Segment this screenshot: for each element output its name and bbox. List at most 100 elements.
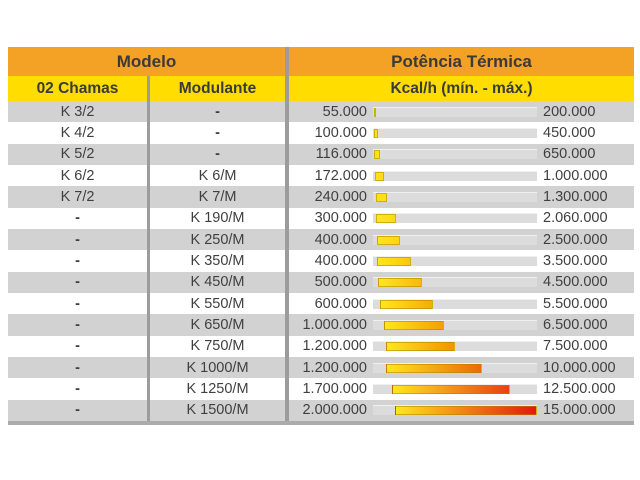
row-divider-2 [285,164,289,187]
row-divider-2 [285,228,289,251]
header-modelo: Modelo [116,51,177,71]
cell-02-chamas: - [75,402,80,419]
cell-modulante: K 6/M [198,167,237,184]
range-bar-track [373,255,537,266]
row-divider-1 [147,399,150,421]
max-value: 4.500.000 [543,274,608,291]
table-row: - K 1000/M 1.200.000 10.000.000 [8,356,634,379]
row-divider-1 [147,143,150,165]
row-divider-2 [285,378,289,400]
table-row: - K 650/M 1.000.000 6.500.000 [8,314,634,336]
cell-modulante: K 450/M [190,274,245,291]
cell-modulante: - [215,146,220,163]
subheader-divider-1 [147,76,150,101]
row-divider-2 [285,314,289,336]
cell-modulante: K 1000/M [186,359,249,376]
range-bar-track [373,127,537,138]
row-divider-1 [147,292,150,315]
table-row: - K 550/M 600.000 5.500.000 [8,292,634,315]
table-row: - K 250/M 400.000 2.500.000 [8,228,634,251]
range-bar-track [373,170,537,181]
row-divider-2 [285,143,289,165]
subheader-modulante: Modulante [178,79,257,97]
min-value: 600.000 [314,295,367,312]
table-body: K 3/2-55.000 200.000 K 4/2-100.000 450.000 K… [8,101,634,421]
row-divider-1 [147,356,150,379]
table-row: - K 750/M 1.200.000 7.500.000 [8,335,634,357]
max-value: 7.500.000 [543,338,608,355]
row-divider-2 [285,122,289,144]
range-bar-track [373,405,537,416]
subheader-02-chamas: 02 Chamas [36,79,119,97]
max-value: 5.500.000 [543,295,608,312]
row-divider-1 [147,101,150,123]
min-value: 1.000.000 [302,316,367,333]
min-value: 1.200.000 [302,359,367,376]
row-divider-2 [285,335,289,357]
row-divider-2 [285,186,289,208]
range-bar-track [373,191,537,202]
max-value: 650.000 [543,146,596,163]
cell-potencia: 172.000 1.000.000 [289,165,634,186]
table-row: - K 350/M 400.000 3.500.000 [8,250,634,272]
cell-02-chamas: - [75,338,80,355]
cell-02-chamas: K 5/2 [60,146,95,163]
row-divider-2 [285,292,289,315]
table-row: - K 190/M 300.000 2.060.000 [8,207,634,229]
row-divider-1 [147,207,150,229]
row-divider-2 [285,207,289,229]
min-value: 2.000.000 [302,402,367,419]
min-value: 116.000 [315,146,367,163]
table-row: K 6/2 K 6/M 172.000 1.000.000 [8,164,634,187]
max-value: 450.000 [543,124,596,141]
range-bar-fill [379,299,434,309]
table-row: - K 1500/M 2.000.000 15.000.000 [8,399,634,421]
range-bar-fill [376,214,396,224]
row-divider-1 [147,122,150,144]
min-value: 240.000 [314,188,367,205]
range-bar-fill [394,406,537,416]
cell-potencia: 100.000 450.000 [289,122,634,143]
cell-potencia: 400.000 3.500.000 [289,250,634,271]
cell-modulante: K 1250/M [186,380,249,397]
range-bar-track [373,341,537,352]
cell-potencia: 116.000 650.000 [289,144,634,165]
cell-02-chamas: K 3/2 [60,103,95,120]
row-divider-1 [147,164,150,187]
min-value: 1.200.000 [302,338,367,355]
header-divider [285,47,289,76]
min-value: 55.000 [322,103,367,120]
min-value: 500.000 [314,274,367,291]
range-bar-fill [375,192,388,202]
cell-modulante: K 190/M [190,210,245,227]
spec-table: Modelo Potência Térmica 02 Chamas Modula… [8,47,634,425]
cell-potencia: 1.200.000 7.500.000 [289,336,634,357]
min-value: 300.000 [314,210,367,227]
cell-02-chamas: K 6/2 [60,167,95,184]
cell-modulante: K 250/M [190,231,245,248]
max-value: 1.300.000 [543,188,608,205]
row-divider-1 [147,271,150,293]
table-row: K 3/2 - 55.000 200.000 [8,101,634,123]
cell-potencia: 1.000.000 6.500.000 [289,314,634,335]
cell-potencia: 400.000 2.500.000 [289,229,634,250]
cell-02-chamas: - [75,252,80,269]
cell-modulante: K 350/M [190,252,245,269]
cell-potencia: 500.000 4.500.000 [289,272,634,293]
row-divider-1 [147,335,150,357]
cell-modulante: K 650/M [190,316,245,333]
max-value: 15.000.000 [543,402,616,419]
max-value: 3.500.000 [543,252,608,269]
cell-02-chamas: - [75,210,80,227]
cell-02-chamas: - [75,231,80,248]
table-subheader-row: 02 Chamas Modulante Kcal/h (mín. - máx.) [8,76,634,101]
max-value: 12.500.000 [543,380,616,397]
table-row: K 4/2 - 100.000 450.000 [8,122,634,144]
range-bar-track [373,234,537,245]
range-bar-fill [377,256,412,266]
range-bar-fill [374,171,384,181]
range-bar-track [373,319,537,330]
min-value: 400.000 [314,231,367,248]
cell-potencia: 1.200.000 10.000.000 [289,357,634,378]
